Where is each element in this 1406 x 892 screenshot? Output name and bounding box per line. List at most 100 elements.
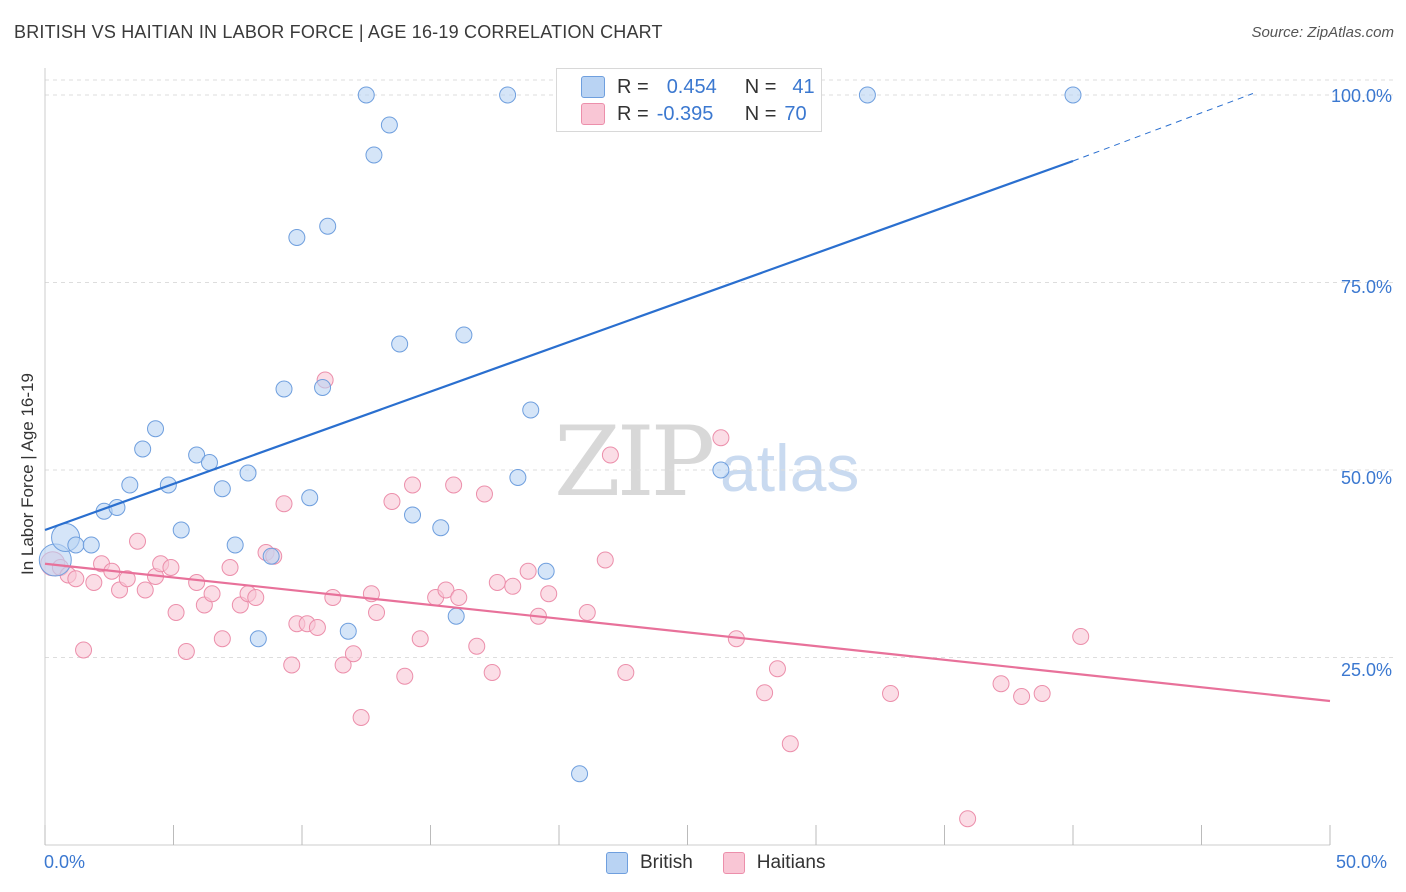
legend-label-haitians: Haitians: [756, 852, 826, 873]
haitian-point: [1072, 628, 1090, 645]
british-point: [537, 562, 555, 580]
british-point: [455, 326, 473, 344]
legend-row-haitians: R = -0.395 N = 70: [581, 101, 807, 127]
british-trend-extension: [1072, 93, 1254, 162]
chart-title: BRITISH VS HAITIAN IN LABOR FORCE | AGE …: [14, 22, 663, 42]
haitian-point: [712, 429, 730, 447]
haitian-point: [992, 675, 1010, 693]
haitian-point: [617, 664, 635, 681]
british-point: [712, 461, 730, 479]
haitian-point: [129, 532, 147, 550]
haitian-point: [411, 630, 429, 648]
haitian-point: [213, 630, 231, 648]
haitian-point: [450, 589, 468, 606]
haitian-point: [352, 709, 370, 726]
british-point: [121, 476, 139, 494]
legend-item-british[interactable]: British: [606, 852, 693, 874]
n-value: 70: [784, 102, 807, 125]
haitian-point: [781, 735, 799, 753]
haitian-point: [344, 645, 362, 663]
haitian-point: [601, 446, 619, 464]
haitian-point: [756, 684, 774, 702]
haitian-point: [167, 604, 185, 621]
y-axis-label: In Labor Force | Age 16-19: [18, 373, 37, 575]
haitian-point: [396, 667, 414, 685]
stats-legend: R = 0.454 N = 41 R = -0.395 N = 70: [556, 68, 822, 132]
british-point: [82, 536, 100, 554]
source-label: Source: ZipAtlas.com: [1251, 24, 1394, 41]
haitian-point: [437, 581, 455, 599]
y-tick-label: 50.0%: [1340, 468, 1392, 488]
haitians-swatch: [581, 103, 605, 125]
british-point: [1064, 86, 1082, 104]
british-point: [213, 480, 231, 498]
haitian-point: [1013, 688, 1031, 705]
british-point: [262, 547, 280, 565]
haitian-point: [283, 656, 301, 674]
legend-row-british: R = 0.454 N = 41: [581, 74, 815, 100]
haitian-point: [177, 643, 195, 660]
haitian-point: [75, 641, 93, 659]
haitian-point: [67, 570, 85, 588]
haitian-point: [188, 574, 206, 591]
haitian-point: [540, 585, 558, 603]
haitian-point: [959, 810, 977, 828]
x-tick-label: 0.0%: [44, 852, 86, 872]
haitians-swatch: [722, 852, 745, 874]
british-point: [288, 229, 306, 246]
british-point: [432, 519, 450, 537]
haitian-point: [247, 589, 265, 606]
british-point: [858, 86, 876, 104]
r-label: R =: [617, 75, 649, 98]
haitian-point: [334, 656, 352, 674]
british-point: [365, 146, 383, 164]
haitian-point: [578, 604, 596, 621]
y-tick-label: 25.0%: [1340, 660, 1392, 680]
haitian-point: [468, 637, 486, 655]
y-tick-label: 100.0%: [1330, 86, 1392, 106]
haitian-point: [596, 551, 614, 569]
haitian-point: [368, 604, 386, 621]
british-point: [301, 489, 319, 507]
n-label: N =: [744, 102, 777, 125]
haitian-point: [162, 559, 180, 576]
haitian-point: [308, 619, 326, 636]
haitian-point: [404, 476, 422, 494]
haitian-point: [275, 495, 293, 513]
british-point: [147, 420, 165, 438]
british-point: [67, 536, 85, 554]
british-point: [249, 630, 267, 648]
r-value: -0.395: [656, 102, 714, 125]
british-point: [319, 217, 337, 235]
legend-item-haitians[interactable]: Haitians: [722, 852, 826, 874]
haitian-trend-line: [44, 562, 1331, 703]
british-point: [447, 607, 465, 625]
haitian-point: [136, 581, 154, 599]
haitian-point: [519, 562, 537, 580]
british-point: [188, 446, 206, 464]
haitian-point: [203, 585, 221, 603]
british-point: [239, 464, 257, 482]
n-label: N =: [744, 75, 777, 98]
haitian-point: [768, 660, 786, 678]
british-point: [404, 506, 422, 524]
british-point: [314, 379, 332, 396]
r-label: R =: [617, 102, 649, 125]
british-point: [391, 335, 409, 353]
haitian-point: [85, 574, 103, 591]
legend-label-british: British: [640, 852, 693, 873]
haitian-point: [1033, 685, 1051, 702]
british-point: [522, 401, 540, 419]
british-point: [172, 521, 190, 539]
british-point: [499, 86, 517, 104]
haitian-point: [882, 685, 900, 702]
watermark-zip: ZIP: [554, 406, 715, 518]
british-swatch: [606, 852, 628, 874]
y-tick-label: 75.0%: [1340, 277, 1392, 297]
x-tick-label: 50.0%: [1336, 852, 1388, 872]
haitian-point: [445, 476, 463, 494]
british-point: [134, 440, 152, 458]
haitian-point: [324, 589, 342, 606]
haitian-point: [383, 493, 401, 510]
